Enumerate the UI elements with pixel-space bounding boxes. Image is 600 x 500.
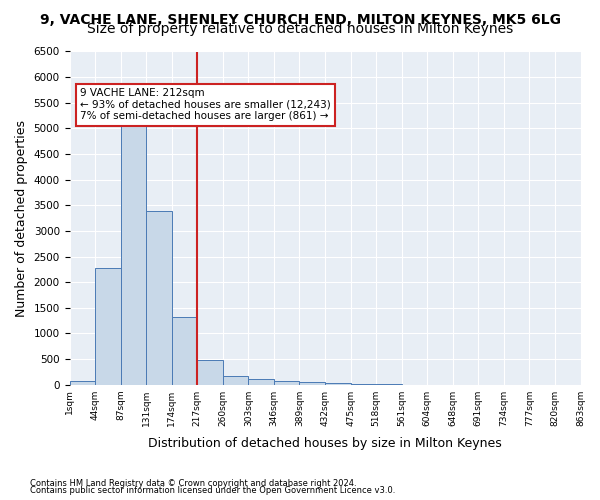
Bar: [172, 317, 197, 384]
Bar: [274, 380, 299, 384]
Text: Contains HM Land Registry data © Crown copyright and database right 2024.: Contains HM Land Registry data © Crown c…: [30, 478, 356, 488]
Bar: [248, 379, 274, 384]
Text: 9 VACHE LANE: 212sqm
← 93% of detached houses are smaller (12,243)
7% of semi-de: 9 VACHE LANE: 212sqm ← 93% of detached h…: [80, 88, 331, 122]
Bar: [70, 381, 95, 384]
Text: Contains public sector information licensed under the Open Government Licence v3: Contains public sector information licen…: [30, 486, 395, 495]
Bar: [197, 360, 223, 384]
X-axis label: Distribution of detached houses by size in Milton Keynes: Distribution of detached houses by size …: [148, 437, 502, 450]
Bar: [146, 211, 172, 384]
Text: Size of property relative to detached houses in Milton Keynes: Size of property relative to detached ho…: [87, 22, 513, 36]
Bar: [121, 106, 146, 384]
Bar: [223, 376, 248, 384]
Text: 9, VACHE LANE, SHENLEY CHURCH END, MILTON KEYNES, MK5 6LG: 9, VACHE LANE, SHENLEY CHURCH END, MILTO…: [40, 12, 560, 26]
Bar: [325, 383, 350, 384]
Bar: [95, 268, 121, 384]
Y-axis label: Number of detached properties: Number of detached properties: [15, 120, 28, 316]
Bar: [299, 382, 325, 384]
